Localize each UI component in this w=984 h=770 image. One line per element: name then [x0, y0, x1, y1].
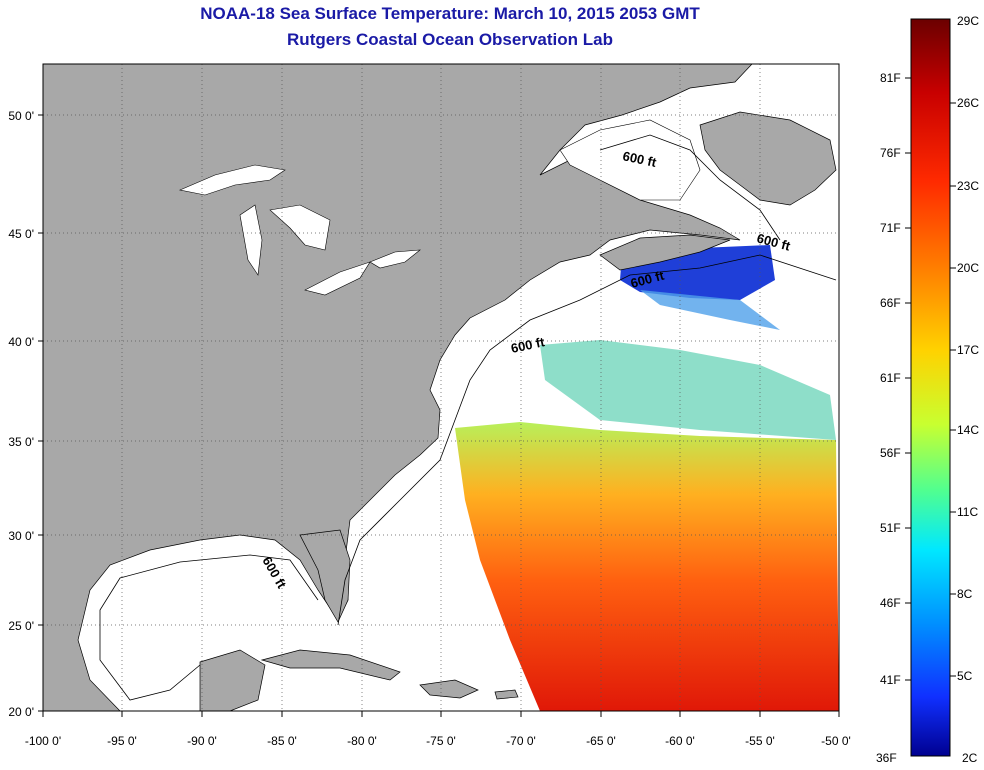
- sst-midshelf-region: [540, 340, 836, 440]
- colorbar-c-label: 8C: [957, 587, 973, 601]
- colorbar-f-label: 56F: [880, 446, 901, 460]
- lake-michigan: [239, 204, 263, 276]
- colorbar-c-label: 11C: [957, 505, 978, 519]
- colorbar-c-label: 23C: [957, 179, 979, 193]
- colorbar-f-label: 76F: [880, 146, 901, 160]
- colorbar-c-label: 14C: [957, 423, 979, 437]
- lat-label: 45 0': [8, 227, 34, 241]
- latitude-axis: 50 0' 45 0' 40 0' 35 0' 30 0' 25 0' 20 0…: [8, 109, 43, 719]
- land-newfoundland: [699, 111, 837, 206]
- contour-label-midatlantic: 600 ft: [510, 334, 547, 356]
- colorbar-gradient: [910, 18, 951, 757]
- lon-label: -95 0': [107, 734, 137, 748]
- colorbar-c-label: 17C: [957, 343, 979, 357]
- gulf-st-lawrence: [559, 119, 701, 201]
- colorbar-f-label: 81F: [880, 71, 901, 85]
- sst-warm-region: [455, 422, 839, 711]
- colorbar-f-label: 51F: [880, 521, 901, 535]
- lake-superior: [178, 164, 286, 196]
- lon-label: -90 0': [187, 734, 217, 748]
- land-yucatan: [199, 649, 266, 711]
- lon-label: -80 0': [347, 734, 377, 748]
- lat-label: 30 0': [8, 529, 34, 543]
- land-puerto-rico: [494, 689, 519, 700]
- lon-label: -70 0': [506, 734, 536, 748]
- colorbar-f-label: 46F: [880, 596, 901, 610]
- lake-erie: [304, 261, 371, 296]
- lake-ontario: [369, 249, 421, 269]
- gridlines: [43, 64, 839, 711]
- lake-huron: [269, 204, 331, 251]
- land-nova-scotia: [599, 234, 731, 271]
- sst-cold-region-2: [640, 290, 780, 330]
- colorbar-f-label: 71F: [880, 221, 901, 235]
- lon-label: -75 0': [426, 734, 456, 748]
- colorbar-c-label: 5C: [957, 669, 973, 683]
- longitude-axis: -100 0' -95 0' -90 0' -85 0' -80 0' -75 …: [25, 711, 851, 748]
- lon-label: -60 0': [665, 734, 695, 748]
- colorbar-c-label: 26C: [957, 96, 979, 110]
- colorbar: 81F 76F 71F 66F 61F 56F 51F 46F 41F 36F …: [876, 14, 979, 765]
- lat-label: 25 0': [8, 619, 34, 633]
- colorbar-f-label: 61F: [880, 371, 901, 385]
- land-cuba: [260, 649, 401, 681]
- land-florida: [299, 529, 351, 623]
- lon-label: -100 0': [25, 734, 61, 748]
- colorbar-f-label: 36F: [876, 751, 897, 765]
- lat-label: 40 0': [8, 335, 34, 349]
- contour-label-stlawrence: 600 ft: [621, 148, 658, 170]
- lon-label: -85 0': [267, 734, 297, 748]
- map-title: NOAA-18 Sea Surface Temperature: March 1…: [200, 4, 700, 23]
- colorbar-f-label: 41F: [880, 673, 901, 687]
- colorbar-f-label: 66F: [880, 296, 901, 310]
- isobath-600ft-stlawrence: [599, 134, 781, 241]
- isobath-600ft-gulf: [99, 554, 319, 701]
- colorbar-c-label: 2C: [962, 751, 978, 765]
- lat-label: 20 0': [8, 705, 34, 719]
- colorbar-c-label: 20C: [957, 261, 979, 275]
- land-hispaniola: [419, 679, 479, 699]
- map-subtitle: Rutgers Coastal Ocean Observation Lab: [287, 30, 613, 49]
- land-north-america: [43, 64, 753, 711]
- lat-label: 50 0': [8, 109, 34, 123]
- lon-label: -50 0': [821, 734, 851, 748]
- isobath-600ft-atlantic: [337, 254, 837, 626]
- lon-label: -65 0': [586, 734, 616, 748]
- lon-label: -55 0': [745, 734, 775, 748]
- colorbar-c-label: 29C: [957, 14, 979, 28]
- lat-label: 35 0': [8, 435, 34, 449]
